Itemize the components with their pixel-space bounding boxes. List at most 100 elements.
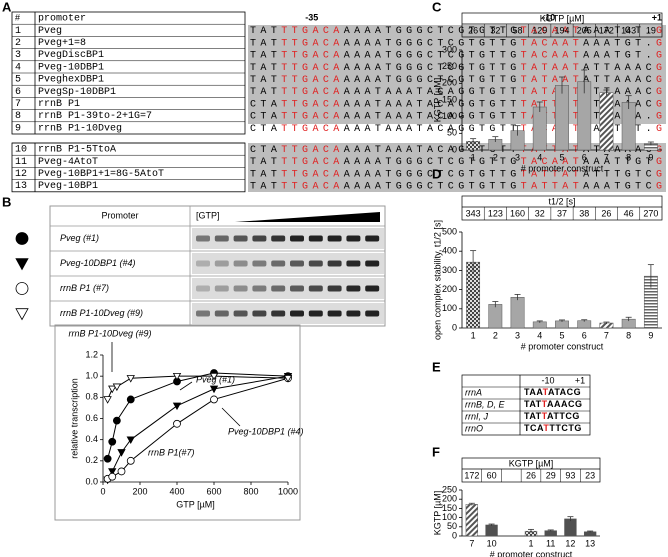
gel-row-label: Pveg-10DBP1 (#4) <box>60 258 136 268</box>
sequence-part: G <box>656 157 662 168</box>
gel-band <box>290 235 304 242</box>
table-value: 93 <box>565 470 575 480</box>
sequence-part: T <box>542 411 548 421</box>
panel-label: F <box>432 444 440 459</box>
table-value: 58 <box>513 25 523 35</box>
legend-symbol <box>15 232 29 245</box>
sequence-part: AAACG <box>547 399 583 409</box>
sequence-part: AAATAAATACAGGTGTT <box>344 111 517 122</box>
table-value: 194 <box>554 25 569 35</box>
sequence-part: G <box>656 50 662 61</box>
table-value: 270 <box>643 208 658 218</box>
data-point <box>117 449 126 457</box>
y-tick-label: 0 <box>452 322 457 332</box>
data-point <box>209 385 219 394</box>
sequence-part: TTGACA <box>281 123 339 134</box>
table-value: 32 <box>535 208 545 218</box>
sequence-part: ATTAAAC <box>583 75 651 86</box>
gel-band <box>214 260 229 267</box>
row-number: 9 <box>15 123 21 134</box>
bar <box>488 304 503 329</box>
sequence-part: ATTTGTC <box>583 169 651 180</box>
x-tick-label: 2 <box>493 152 498 162</box>
gel-band <box>327 285 342 292</box>
table-header: promoter <box>38 14 86 25</box>
sequence-part: G <box>656 26 662 37</box>
legend-symbol <box>15 282 29 295</box>
gel-header: Promoter <box>101 210 138 220</box>
gtp-wedge <box>235 212 380 222</box>
x-tick-label: 5 <box>559 330 564 340</box>
gel-band <box>365 310 380 317</box>
x-axis-label: # promoter construct <box>490 549 573 557</box>
table-value: 143 <box>621 25 636 35</box>
sequence-part: AAAATGGGCTCGTGTTG <box>344 50 517 61</box>
bar <box>510 297 525 329</box>
y-tick-label: 100 <box>442 303 457 313</box>
sequence-part: G <box>656 38 662 49</box>
sequence-part: T <box>542 399 548 409</box>
rrn-sequence: TATTATTCG <box>524 411 580 421</box>
sequence-part: TAT <box>250 87 277 98</box>
x-tick-label: 12 <box>565 538 575 548</box>
table-value: 172 <box>464 470 479 480</box>
data-point <box>283 375 293 383</box>
table-value: 37 <box>557 208 567 218</box>
y-tick-label: 0.2 <box>85 455 98 465</box>
y-tick-label: 50 <box>447 128 457 138</box>
x-tick-label: 600 <box>206 486 221 496</box>
promoter-name: rrnB P1-5TtoA <box>38 145 116 156</box>
table-value: 343 <box>466 208 481 218</box>
x-tick-label: 6 <box>582 152 587 162</box>
table-value: 29 <box>546 470 556 480</box>
y-tick-label: 100 <box>442 111 457 121</box>
table-value: 23 <box>585 470 595 480</box>
gel-band <box>346 235 361 242</box>
gel-band <box>290 260 304 267</box>
promoter-name: Pveg <box>38 26 62 37</box>
sequence-part: TAT <box>250 62 277 73</box>
sequence-part: T <box>543 387 549 397</box>
gel-band <box>214 310 229 317</box>
row-number: 8 <box>15 111 21 122</box>
row-number: 1 <box>15 26 21 37</box>
y-tick-label: 0.8 <box>85 392 98 402</box>
data-point <box>112 416 121 425</box>
sequence-part: TAT <box>250 26 277 37</box>
gel-band <box>346 285 361 292</box>
gel-band <box>327 260 342 267</box>
data-point <box>108 468 117 476</box>
x-tick-label: 7 <box>604 330 609 340</box>
sequence-part: TAT <box>250 38 277 49</box>
data-point <box>103 454 112 463</box>
promoter-name: Pveg-10DBP1 <box>38 62 104 73</box>
gel-image <box>192 228 384 249</box>
value-table <box>461 12 663 38</box>
bar <box>599 92 614 151</box>
table-value: 160 <box>510 208 525 218</box>
gel-row-label: rrnB P1 (#7) <box>60 283 109 293</box>
sequence-part: TAT <box>250 75 277 86</box>
gel-band <box>290 310 304 317</box>
x-tick-label: 200 <box>132 486 147 496</box>
promoter-name: Pveg+1=8 <box>38 38 86 49</box>
gel-band <box>327 310 342 317</box>
sequence-part: AAAATGGGCTCGTGTTG <box>344 38 517 49</box>
gel-band <box>233 285 248 292</box>
x-tick-label: 10 <box>487 538 497 548</box>
data-point <box>112 383 122 392</box>
operon-name: rrnA <box>465 387 482 397</box>
bar <box>485 524 498 537</box>
gel-band <box>365 285 380 292</box>
annotation: rrnB P1-10Dveg (#9) <box>68 328 151 338</box>
data-point <box>103 396 112 404</box>
sequence-part: CTA <box>250 123 277 134</box>
position-marker: +1 <box>652 12 662 22</box>
data-point <box>117 467 126 476</box>
table-value: 38 <box>579 208 589 218</box>
gel-band <box>271 285 286 292</box>
y-axis-label: open complex stability, t1/2 [s] <box>432 220 442 340</box>
table-value: 129 <box>532 25 547 35</box>
sequence-part: T <box>543 423 549 433</box>
table-value: 205 <box>577 25 592 35</box>
